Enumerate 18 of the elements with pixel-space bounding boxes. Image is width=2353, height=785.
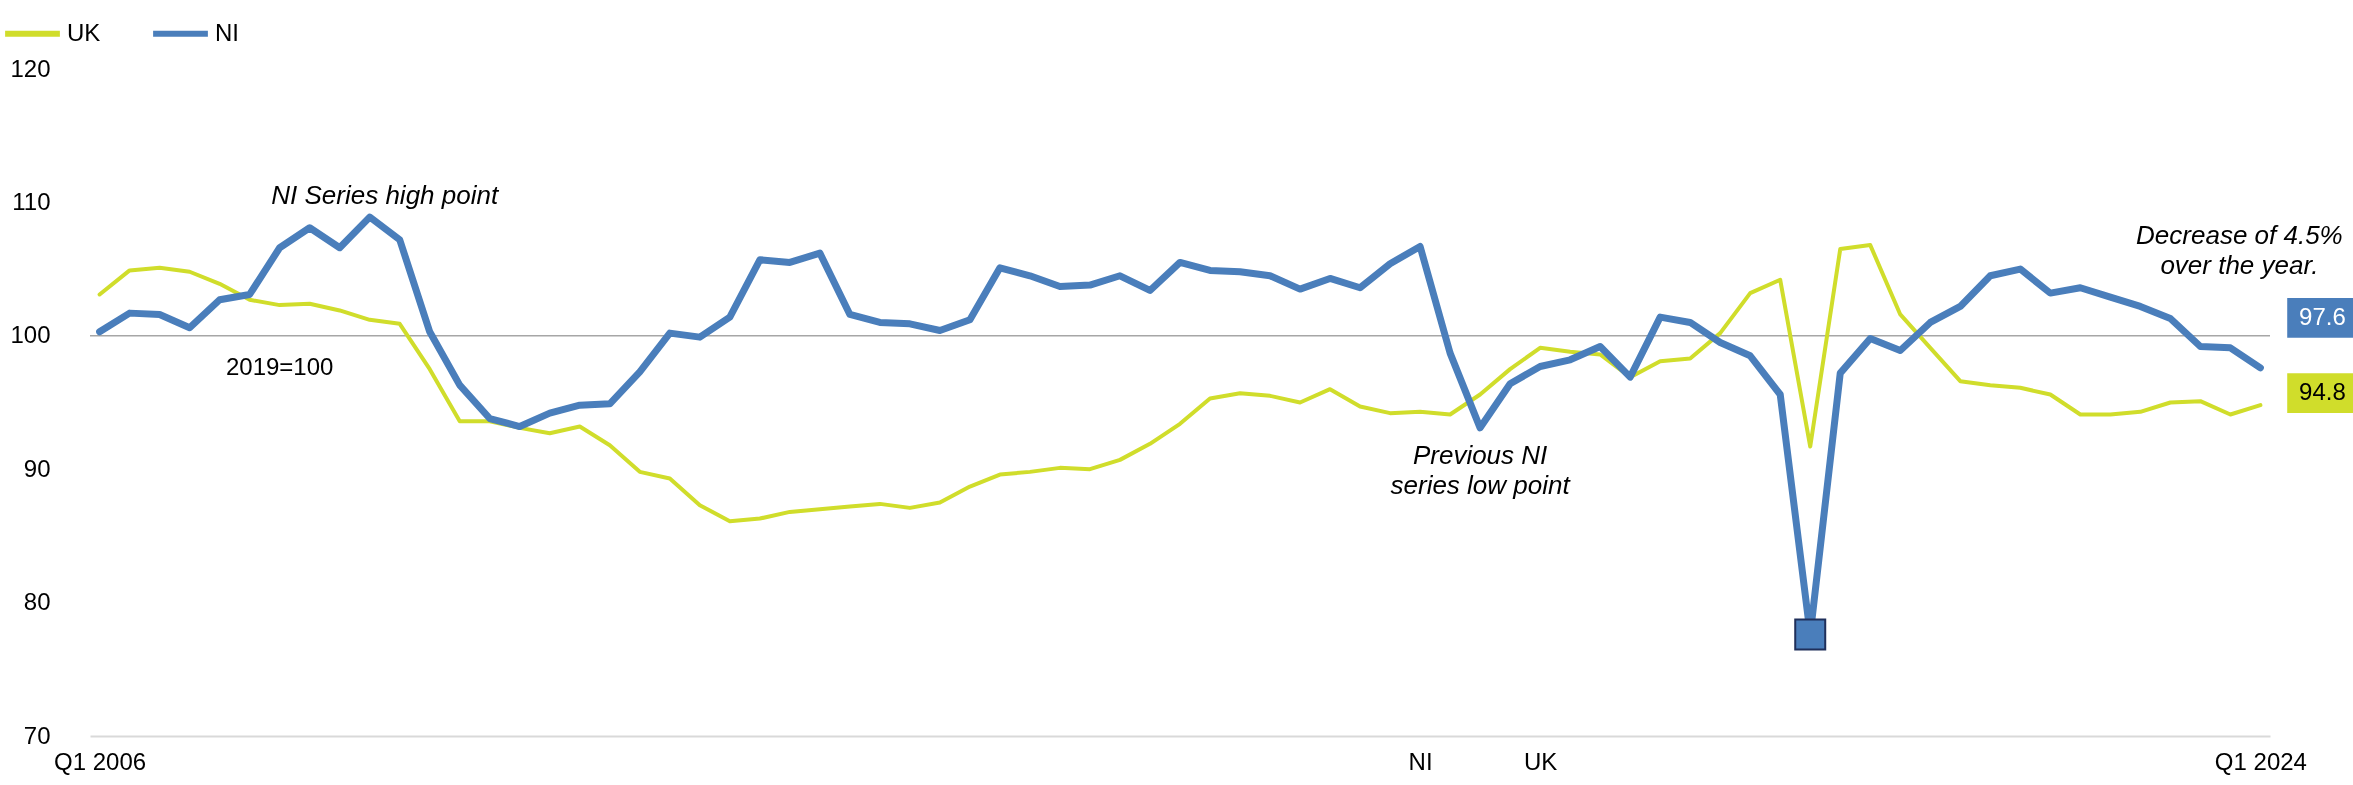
y-tick-label: 120 <box>10 54 51 82</box>
x-tick-label: Q1 2006 <box>54 747 147 775</box>
data-label: 94.8 <box>2299 378 2346 406</box>
y-tick-label: 80 <box>23 588 51 616</box>
legend-label: UK <box>67 18 101 46</box>
x-tick-label: Q1 2024 <box>2214 747 2307 775</box>
ref-line-label: 2019=100 <box>225 352 334 380</box>
data-label: 97.6 <box>2299 302 2346 330</box>
x-tick-label: UK <box>1523 747 1558 775</box>
y-tick-label: 70 <box>23 721 51 749</box>
annotation: Previous NI series low point <box>1390 439 1572 500</box>
x-tick-label: NI <box>1408 747 1433 775</box>
y-tick-label: 90 <box>23 454 51 482</box>
annotation: NI Series high point <box>271 179 500 210</box>
annotation: Decrease of 4.5% over the year. <box>2136 219 2343 280</box>
y-tick-label: 100 <box>10 321 51 349</box>
y-tick-label: 110 <box>12 187 51 215</box>
legend-label: NI <box>215 18 239 46</box>
